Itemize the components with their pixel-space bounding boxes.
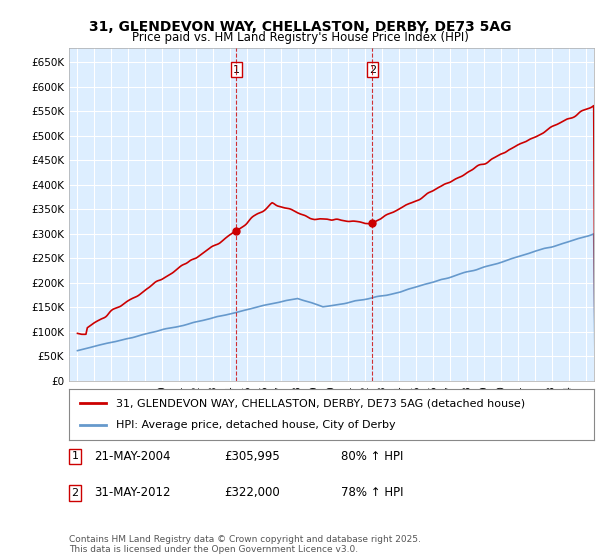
Text: 31, GLENDEVON WAY, CHELLASTON, DERBY, DE73 5AG: 31, GLENDEVON WAY, CHELLASTON, DERBY, DE…	[89, 20, 511, 34]
Text: 31, GLENDEVON WAY, CHELLASTON, DERBY, DE73 5AG (detached house): 31, GLENDEVON WAY, CHELLASTON, DERBY, DE…	[116, 398, 526, 408]
Text: 78% ↑ HPI: 78% ↑ HPI	[341, 486, 403, 500]
Text: 1: 1	[71, 451, 79, 461]
Text: 1: 1	[233, 64, 240, 74]
Text: Contains HM Land Registry data © Crown copyright and database right 2025.
This d: Contains HM Land Registry data © Crown c…	[69, 535, 421, 554]
Text: 2: 2	[71, 488, 79, 498]
Text: 21-MAY-2004: 21-MAY-2004	[94, 450, 170, 463]
Text: 80% ↑ HPI: 80% ↑ HPI	[341, 450, 403, 463]
Text: £305,995: £305,995	[224, 450, 280, 463]
Text: 31-MAY-2012: 31-MAY-2012	[94, 486, 170, 500]
Text: £322,000: £322,000	[224, 486, 280, 500]
Text: HPI: Average price, detached house, City of Derby: HPI: Average price, detached house, City…	[116, 421, 396, 431]
Text: 2: 2	[369, 64, 376, 74]
Text: Price paid vs. HM Land Registry's House Price Index (HPI): Price paid vs. HM Land Registry's House …	[131, 31, 469, 44]
